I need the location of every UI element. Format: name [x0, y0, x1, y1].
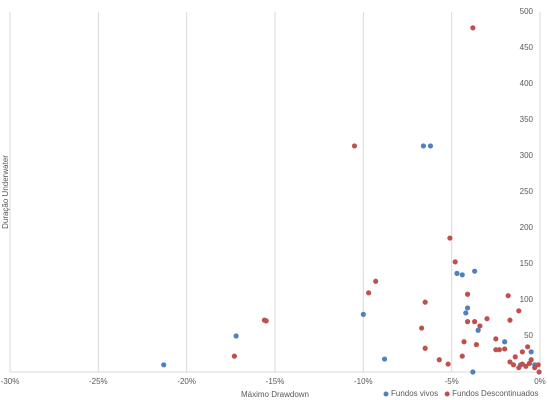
data-point — [516, 365, 522, 371]
data-point — [484, 316, 490, 322]
data-point — [470, 369, 476, 375]
data-point — [381, 356, 388, 362]
data-point — [231, 353, 237, 359]
data-point — [477, 323, 483, 329]
data-point — [502, 339, 508, 345]
y-tick-label: 250 — [520, 187, 534, 196]
data-point — [493, 336, 499, 342]
data-point — [366, 290, 372, 296]
x-tick-label: -25% — [89, 377, 108, 386]
data-point — [351, 143, 358, 149]
data-point — [422, 299, 428, 305]
data-point — [507, 359, 513, 365]
data-point — [263, 318, 269, 324]
data-point — [472, 319, 478, 325]
data-point — [464, 291, 471, 297]
data-point — [427, 143, 434, 149]
data-point — [473, 342, 479, 348]
data-point — [505, 293, 511, 299]
data-point — [512, 354, 518, 360]
data-point — [233, 333, 239, 339]
data-point — [161, 362, 167, 368]
legend-label: Fundos vivos — [391, 389, 438, 398]
y-tick-label: 450 — [520, 43, 534, 52]
data-point — [475, 327, 481, 333]
y-tick-label: 200 — [520, 223, 534, 232]
legend-marker — [383, 391, 389, 397]
data-point — [373, 278, 379, 284]
data-point — [516, 308, 522, 314]
data-point — [502, 346, 508, 352]
data-point — [535, 362, 541, 368]
y-axis-label: Duração Underwater — [1, 155, 10, 229]
data-point — [510, 362, 517, 368]
y-tick-label: 400 — [520, 79, 534, 88]
y-tick-label: 300 — [520, 151, 534, 160]
data-point — [536, 369, 542, 375]
y-tick-label: 150 — [520, 259, 534, 268]
data-point — [459, 353, 465, 359]
data-point — [420, 143, 426, 149]
data-point — [496, 347, 502, 353]
data-point — [461, 339, 467, 345]
data-point — [459, 272, 465, 278]
x-tick-label: 0% — [534, 377, 546, 386]
y-tick-label: 100 — [520, 295, 534, 304]
y-tick-label: 350 — [520, 115, 534, 124]
data-point — [454, 270, 460, 276]
x-axis-label: Máximo Drawdown — [241, 390, 309, 399]
data-point — [507, 317, 513, 323]
data-point — [470, 25, 476, 31]
data-point — [525, 344, 531, 350]
data-point — [528, 349, 534, 355]
x-tick-label: -30% — [1, 377, 20, 386]
data-point — [445, 361, 451, 367]
data-point — [526, 360, 533, 366]
data-point — [532, 365, 538, 371]
y-tick-label: 500 — [520, 7, 534, 16]
x-tick-label: -10% — [354, 377, 373, 386]
data-point — [452, 259, 458, 265]
data-point — [464, 305, 471, 311]
data-point — [422, 345, 428, 351]
data-point — [519, 349, 525, 355]
data-point — [463, 310, 469, 316]
data-point — [360, 311, 366, 317]
data-point — [436, 357, 442, 363]
legend-marker — [444, 391, 450, 397]
legend-label: Fundos Descontinuados — [452, 389, 538, 398]
data-point — [519, 361, 525, 367]
y-tick-label: 50 — [524, 331, 533, 340]
x-tick-label: -15% — [266, 377, 285, 386]
data-point — [447, 235, 453, 241]
x-tick-label: -20% — [177, 377, 196, 386]
data-point — [464, 319, 471, 325]
data-point — [472, 268, 478, 274]
data-point — [419, 325, 425, 331]
x-tick-label: -5% — [445, 377, 459, 386]
